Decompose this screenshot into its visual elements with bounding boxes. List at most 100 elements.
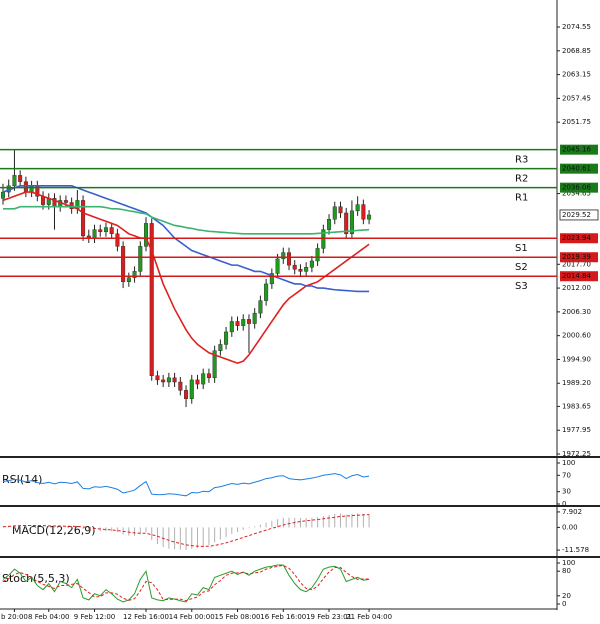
y-tick-label: 2057.45 <box>562 94 591 102</box>
candle-body <box>155 375 160 381</box>
candle-body <box>361 204 366 220</box>
candle-body <box>235 321 240 326</box>
y-tick-label: 1989.20 <box>562 379 591 387</box>
candle-body <box>338 206 343 214</box>
level-name: R1 <box>515 193 528 204</box>
level-badge <box>560 163 598 174</box>
candle-body <box>332 206 337 220</box>
indicator-line <box>2 564 370 603</box>
level-value: 2023.94 <box>562 234 591 242</box>
candle-body <box>355 204 360 212</box>
candle-body <box>178 381 183 391</box>
level-badge <box>560 144 598 155</box>
candle-body <box>121 246 126 283</box>
y-tick-label: 2006.30 <box>562 308 591 316</box>
x-tick-label: 15 Feb 08:00 <box>215 613 261 621</box>
candle-body <box>229 321 234 333</box>
y-tick-label: 1983.65 <box>562 402 591 410</box>
candle-body <box>258 300 263 314</box>
candle-body <box>184 390 189 399</box>
y-tick-label: 2000.60 <box>562 332 591 340</box>
candle-body <box>287 252 292 266</box>
candle-body <box>201 373 206 385</box>
y-tick-label: 80 <box>562 567 571 575</box>
candle-body <box>161 379 166 383</box>
candle-body <box>29 185 34 193</box>
indicator-line <box>2 514 370 547</box>
candle-body <box>298 269 303 272</box>
candle-body <box>98 229 103 232</box>
stoch-title: Stoch(5,5,3) <box>2 572 70 585</box>
level-name: R3 <box>515 155 528 166</box>
y-tick-label: 2017.70 <box>562 260 591 268</box>
y-tick-label: 0.00 <box>562 523 578 531</box>
x-tick-label: b 20:00 <box>1 613 28 621</box>
candle-body <box>327 219 332 230</box>
level-badge <box>560 252 598 263</box>
candle-body <box>281 252 286 260</box>
level-value: 2045.16 <box>562 146 591 154</box>
y-tick-label: 1994.90 <box>562 355 591 363</box>
candle-body <box>349 210 354 235</box>
candle-body <box>109 227 114 235</box>
candle-body <box>304 267 309 272</box>
y-tick-label: 100 <box>562 459 575 467</box>
y-tick-label: 100 <box>562 559 575 567</box>
x-tick-label: 16 Feb 16:00 <box>260 613 306 621</box>
level-value: 2036.06 <box>562 184 591 192</box>
candle-body <box>172 377 177 383</box>
y-tick-label: 1977.95 <box>562 426 591 434</box>
y-tick-label: 0 <box>562 600 566 608</box>
candle-body <box>264 283 269 301</box>
candle-body <box>138 246 143 272</box>
candle-body <box>126 277 131 283</box>
indicator-line <box>3 205 370 235</box>
y-tick-label: 2012.00 <box>562 284 591 292</box>
candle-body <box>81 200 86 237</box>
candle-body <box>166 377 171 383</box>
x-tick-label: 14 Feb 00:00 <box>169 613 215 621</box>
level-name: S1 <box>515 243 528 254</box>
x-tick-label: 19 Feb 23:01 <box>306 613 352 621</box>
candle-body <box>241 319 246 326</box>
candle-body <box>149 223 154 376</box>
rsi-title: RSI(14) <box>2 473 42 486</box>
y-tick-label: -11.578 <box>562 546 589 554</box>
candle-body <box>321 229 326 249</box>
level-value: 2019.39 <box>562 253 591 261</box>
x-tick-label: 8 Feb 04:00 <box>28 613 69 621</box>
candle-body <box>252 312 257 324</box>
candle-body <box>12 175 17 187</box>
candle-body <box>143 223 148 247</box>
candle-body <box>132 271 137 278</box>
candle-body <box>63 200 68 203</box>
candle-body <box>367 214 372 220</box>
y-tick-label: 70 <box>562 471 571 479</box>
candle-body <box>23 181 28 193</box>
x-tick-label: 12 Feb 16:00 <box>123 613 169 621</box>
candle-body <box>189 379 194 399</box>
candle-body <box>246 319 251 324</box>
x-tick-label: 21 Feb 04:00 <box>346 613 392 621</box>
level-name: S2 <box>515 262 528 273</box>
candle-body <box>115 233 120 247</box>
candle-body <box>224 331 229 345</box>
candle-body <box>275 258 280 274</box>
level-value: 2014.84 <box>562 272 591 280</box>
level-badge <box>560 182 598 193</box>
y-tick-label: 30 <box>562 488 571 496</box>
level-badge <box>560 271 598 282</box>
y-tick-label: 20 <box>562 592 571 600</box>
y-tick-label: 1972.25 <box>562 450 591 458</box>
candle-body <box>292 264 297 270</box>
y-tick-label: 0 <box>562 500 566 508</box>
y-tick-label: 2068.85 <box>562 47 591 55</box>
level-value: 2040.61 <box>562 165 591 173</box>
indicator-line <box>2 185 370 293</box>
candle-body <box>212 350 217 379</box>
y-tick-label: 2051.75 <box>562 118 591 126</box>
y-tick-label: 2034.65 <box>562 190 591 198</box>
y-tick-label: 2074.55 <box>562 23 591 31</box>
candle-body <box>218 344 223 351</box>
